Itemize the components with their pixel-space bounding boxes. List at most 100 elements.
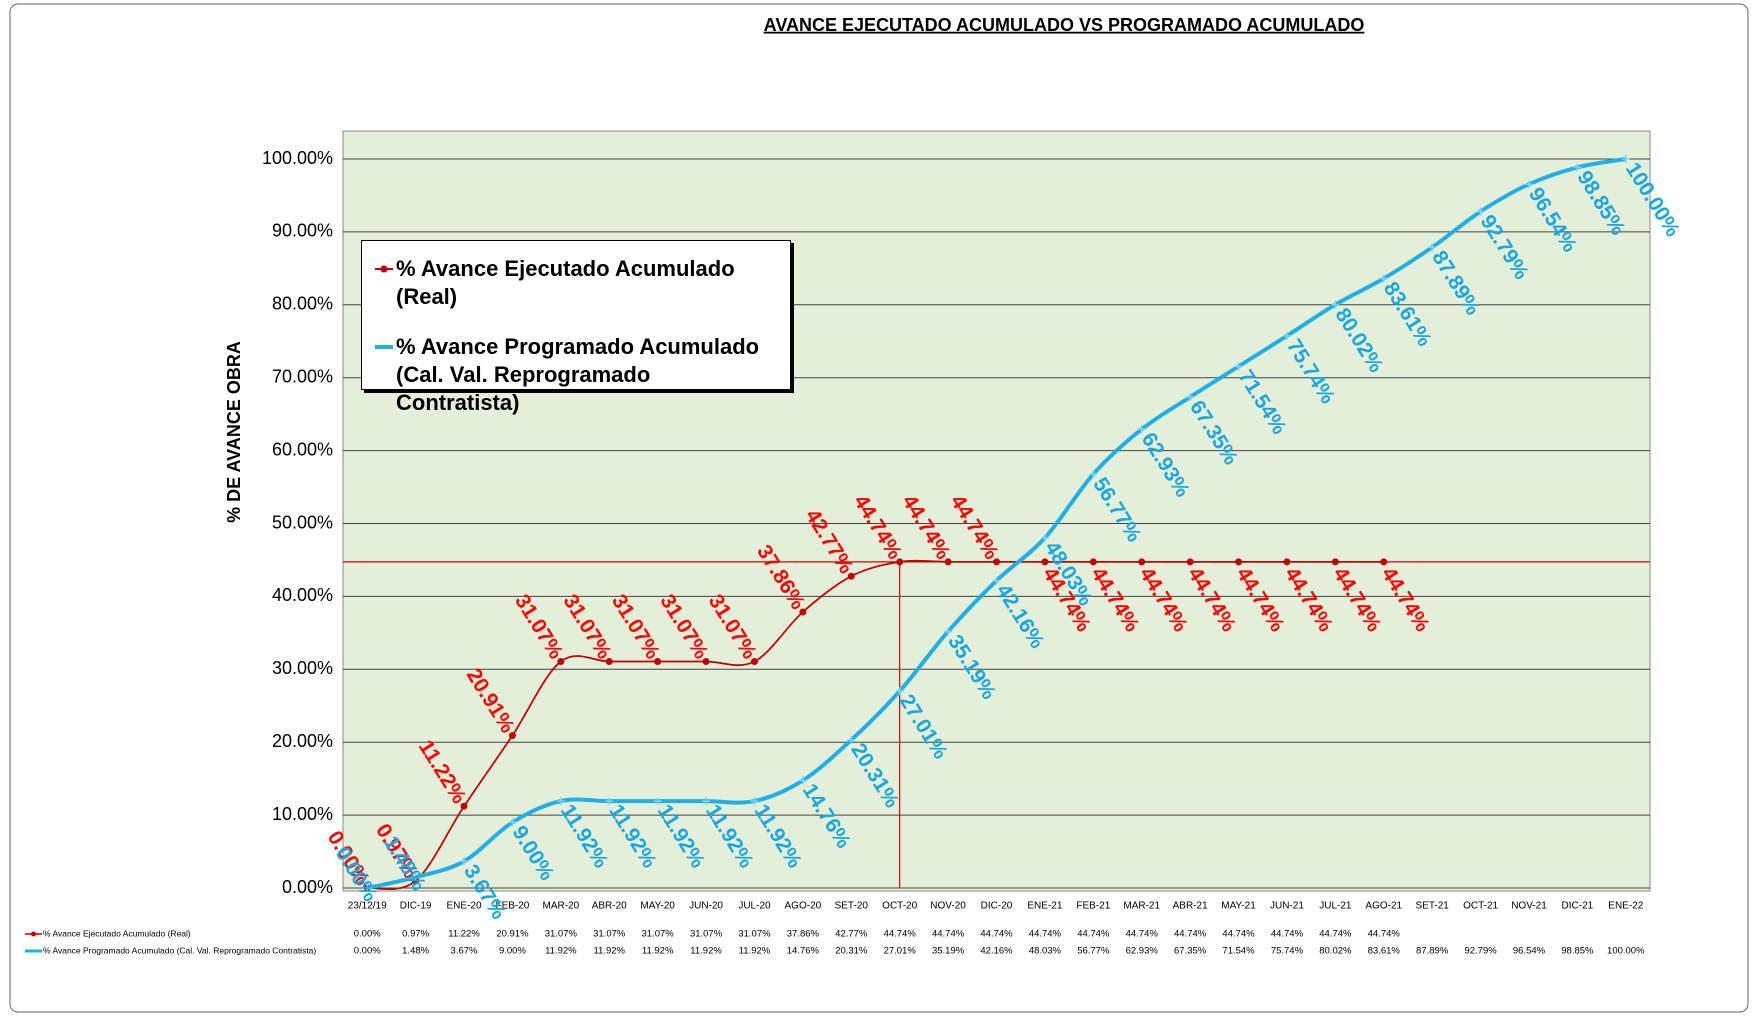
- point-marker: [702, 657, 710, 665]
- point-marker: [750, 657, 758, 665]
- table-cell: 42.77%: [835, 929, 868, 940]
- point-marker: [1380, 558, 1388, 566]
- point-marker: [1040, 533, 1049, 542]
- point-marker: [1282, 331, 1291, 340]
- point-marker: [1573, 163, 1582, 172]
- table-cell: 56.77%: [1077, 946, 1110, 957]
- chart-title: AVANCE EJECUTADO ACUMULADO VS PROGRAMADO…: [764, 15, 1365, 35]
- table-cell: 48.03%: [1029, 946, 1062, 957]
- table-cell: 62.93%: [1126, 946, 1159, 957]
- point-marker: [363, 884, 372, 892]
- table-cell: 42.16%: [980, 946, 1013, 957]
- table-cell: 11.92%: [690, 946, 722, 957]
- table-cell: 31.07%: [738, 929, 771, 940]
- point-marker: [1379, 274, 1388, 283]
- table-cell: 44.74%: [1029, 929, 1062, 940]
- legend-key: [375, 345, 393, 349]
- point-marker: [1331, 300, 1340, 309]
- table-cell: 92.79%: [1464, 946, 1497, 957]
- x-tick-label: DIC-21: [1562, 901, 1594, 912]
- table-cell: 44.74%: [1368, 929, 1401, 940]
- y-tick-label: 10.00%: [272, 804, 333, 824]
- table-cell: 0.00%: [354, 929, 381, 940]
- point-marker: [605, 797, 614, 806]
- point-marker: [1476, 207, 1485, 216]
- x-tick-label: JUL-20: [738, 901, 771, 912]
- table-cell: 31.07%: [593, 929, 626, 940]
- x-tick-label: ENE-21: [1027, 901, 1062, 912]
- point-marker: [992, 576, 1001, 585]
- point-marker: [1186, 558, 1194, 566]
- point-marker: [847, 572, 855, 580]
- point-marker: [1283, 558, 1291, 566]
- table-cell: 11.92%: [593, 946, 625, 957]
- table-cell: 44.74%: [1222, 929, 1255, 940]
- x-tick-label: 23/12/19: [348, 901, 387, 912]
- point-marker: [1089, 470, 1098, 479]
- point-marker: [654, 657, 662, 665]
- point-marker: [1186, 393, 1195, 402]
- x-tick-label: NOV-20: [930, 901, 966, 912]
- legend: % Avance Ejecutado Acumulado (Real) % Ava…: [361, 240, 791, 415]
- table-cell: 100.00%: [1607, 946, 1645, 957]
- legend-item: % Avance Ejecutado Acumulado (Real): [374, 255, 778, 311]
- y-tick-label: 90.00%: [272, 221, 333, 241]
- table-cell: 11.92%: [545, 946, 577, 957]
- x-tick-label: AGO-20: [785, 901, 822, 912]
- table-cell: 98.85%: [1561, 946, 1594, 957]
- y-tick-label: 20.00%: [272, 731, 333, 751]
- x-tick-label: JUN-20: [689, 901, 723, 912]
- x-tick-label: SET-20: [835, 901, 869, 912]
- x-tick-label: DIC-19: [400, 901, 432, 912]
- x-tick-label: JUL-21: [1319, 901, 1352, 912]
- point-marker: [653, 797, 662, 806]
- y-tick-label: 70.00%: [272, 366, 333, 386]
- x-tick-label: AGO-21: [1365, 901, 1402, 912]
- table-key-marker: [31, 931, 36, 937]
- table-cell: 44.74%: [1271, 929, 1304, 940]
- point-marker: [1621, 155, 1630, 163]
- table-cell: 20.31%: [835, 946, 868, 957]
- table-cell: 44.74%: [1077, 929, 1110, 940]
- point-marker: [557, 657, 565, 665]
- table-cell: 44.74%: [980, 929, 1013, 940]
- point-marker: [798, 776, 807, 785]
- table-cell: 83.61%: [1368, 946, 1401, 957]
- legend-key-marker: [380, 265, 388, 273]
- x-tick-label: OCT-20: [882, 901, 917, 912]
- table-cell: 1.48%: [402, 946, 429, 957]
- table-cell: 11.22%: [448, 929, 480, 940]
- table-cell: 96.54%: [1513, 946, 1546, 957]
- table-cell: 71.54%: [1222, 946, 1255, 957]
- x-tick-label: MAY-20: [640, 901, 675, 912]
- legend-item: % Avance Programado Acumulado (Cal. Val.…: [374, 333, 778, 417]
- table-cell: 44.74%: [1319, 929, 1352, 940]
- table-cell: 11.92%: [739, 946, 771, 957]
- point-marker: [993, 558, 1000, 566]
- legend-key: [375, 265, 393, 273]
- table-cell: 14.76%: [787, 946, 820, 957]
- table-cell: 75.74%: [1271, 946, 1304, 957]
- point-marker: [508, 732, 516, 740]
- point-marker: [508, 818, 517, 827]
- table-cell: 3.67%: [451, 946, 478, 957]
- point-marker: [1137, 425, 1146, 434]
- x-tick-label: ENE-22: [1608, 901, 1643, 912]
- x-tick-label: FEB-20: [495, 901, 529, 912]
- table-cell: 67.35%: [1174, 946, 1207, 957]
- table-cell: 0.00%: [354, 946, 381, 957]
- point-marker: [1331, 558, 1339, 566]
- table-cell: 37.86%: [787, 929, 820, 940]
- point-marker: [605, 657, 613, 665]
- x-tick-label: MAR-21: [1123, 901, 1160, 912]
- x-tick-label: ABR-21: [1173, 901, 1208, 912]
- y-tick-label: 50.00%: [272, 512, 333, 532]
- point-marker: [460, 802, 468, 810]
- point-marker: [799, 608, 807, 616]
- point-marker: [460, 857, 469, 866]
- table-cell: 44.74%: [884, 929, 917, 940]
- y-tick-label: 30.00%: [272, 658, 333, 678]
- point-marker: [1138, 558, 1146, 566]
- y-tick-label: 60.00%: [272, 439, 333, 459]
